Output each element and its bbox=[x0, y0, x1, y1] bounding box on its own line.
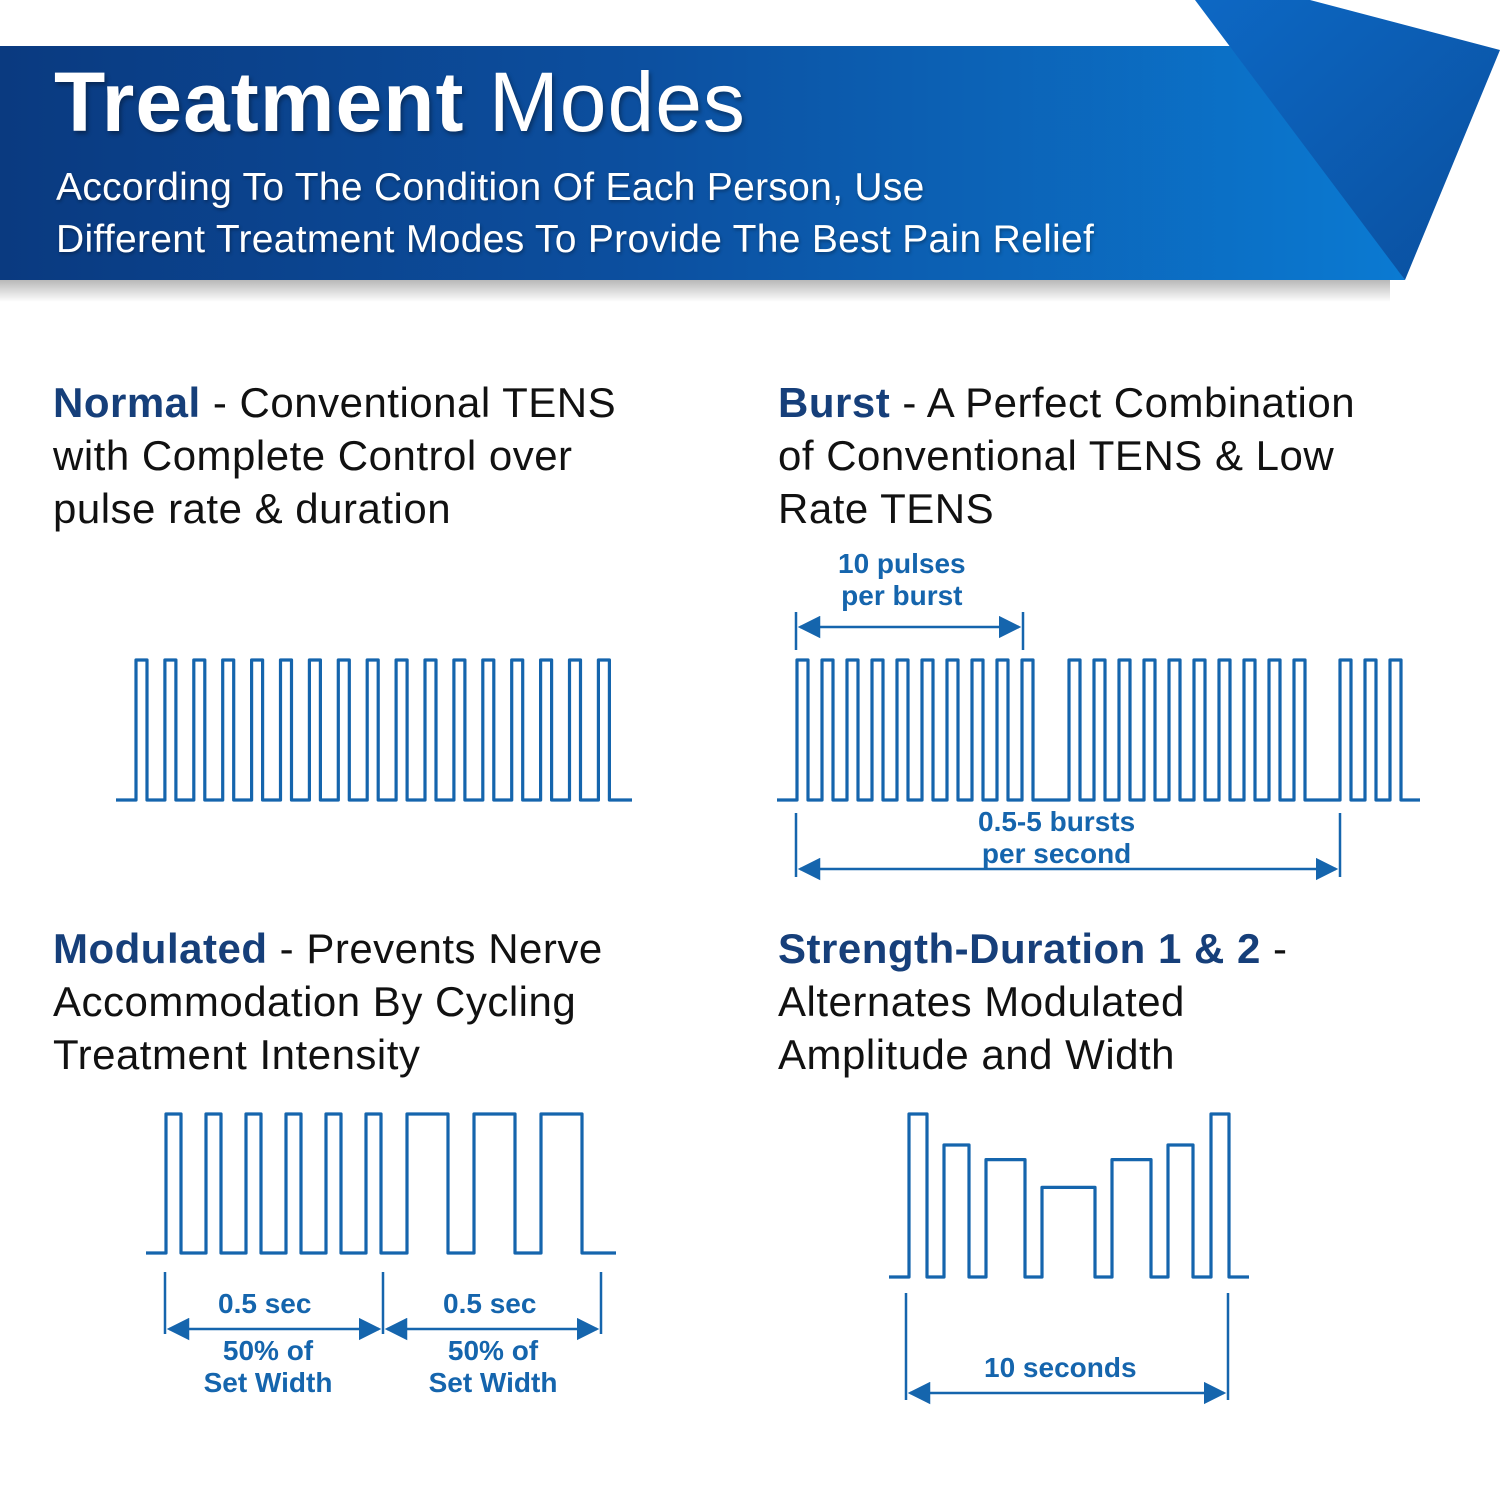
strength-duration-waveform bbox=[889, 1112, 1249, 1279]
mode-name: Strength-Duration 1 & 2 bbox=[778, 925, 1261, 972]
banner-ribbon-graphic bbox=[0, 0, 1500, 302]
subtitle-line-2: Different Treatment Modes To Provide The… bbox=[56, 218, 1095, 261]
label-line: 0.5-5 bursts bbox=[978, 806, 1136, 837]
desc-line: A Perfect Combination bbox=[926, 379, 1356, 426]
normal-waveform bbox=[116, 658, 632, 802]
label-line: Set Width bbox=[203, 1367, 333, 1398]
mode-modulated-description: Modulated - Prevents Nerve Accommodation… bbox=[53, 922, 603, 1081]
mode-name: Burst bbox=[778, 379, 891, 426]
desc-line: Treatment Intensity bbox=[53, 1031, 421, 1078]
desc-line: pulse rate & duration bbox=[53, 485, 452, 532]
burst-pulses-label: 10 pulses per burst bbox=[838, 548, 966, 612]
modulated-segment-2-width: 50% of Set Width bbox=[417, 1335, 569, 1399]
label-line: 50% of bbox=[222, 1335, 314, 1366]
label-line: Set Width bbox=[428, 1367, 558, 1398]
desc-line: Conventional TENS bbox=[239, 379, 617, 426]
mode-name: Modulated bbox=[53, 925, 268, 972]
label-line: per second bbox=[981, 838, 1132, 869]
modulated-segment-2-time: 0.5 sec bbox=[443, 1288, 537, 1319]
modulated-segment-1-width: 50% of Set Width bbox=[192, 1335, 344, 1399]
separator: - bbox=[200, 379, 240, 426]
desc-line: Rate TENS bbox=[778, 485, 995, 532]
separator: - bbox=[1260, 925, 1288, 972]
burst-rate-label: 0.5-5 bursts per second bbox=[978, 806, 1135, 870]
page-title: Treatment Modes bbox=[54, 60, 746, 144]
mode-normal-description: Normal - Conventional TENS with Complete… bbox=[53, 376, 616, 535]
desc-line: of Conventional TENS & Low bbox=[778, 432, 1335, 479]
modulated-waveform bbox=[146, 1112, 616, 1255]
desc-line: Amplitude and Width bbox=[778, 1031, 1176, 1078]
modulated-segment-1-time: 0.5 sec bbox=[218, 1288, 312, 1319]
header-banner: Treatment Modes According To The Conditi… bbox=[0, 0, 1500, 320]
label-line: per burst bbox=[841, 580, 963, 611]
desc-line: Accommodation By Cycling bbox=[53, 978, 577, 1025]
strength-duration-period-label: 10 seconds bbox=[984, 1352, 1137, 1383]
desc-line: Prevents Nerve bbox=[306, 925, 603, 972]
mode-burst-description: Burst - A Perfect Combination of Convent… bbox=[778, 376, 1355, 535]
burst-waveform bbox=[777, 658, 1420, 802]
separator: - bbox=[890, 379, 927, 426]
subtitle-line-1: According To The Condition Of Each Perso… bbox=[56, 166, 925, 209]
title-bold: Treatment bbox=[54, 55, 465, 149]
label-line: 10 pulses bbox=[838, 548, 966, 579]
title-light: Modes bbox=[488, 55, 746, 149]
desc-line: with Complete Control over bbox=[53, 432, 573, 479]
mode-name: Normal bbox=[53, 379, 201, 426]
mode-strength-duration-description: Strength-Duration 1 & 2 - Alternates Mod… bbox=[778, 922, 1288, 1081]
desc-line: Alternates Modulated bbox=[778, 978, 1185, 1025]
dimension-arrows bbox=[163, 612, 1342, 1405]
separator: - bbox=[267, 925, 307, 972]
label-line: 50% of bbox=[447, 1335, 539, 1366]
